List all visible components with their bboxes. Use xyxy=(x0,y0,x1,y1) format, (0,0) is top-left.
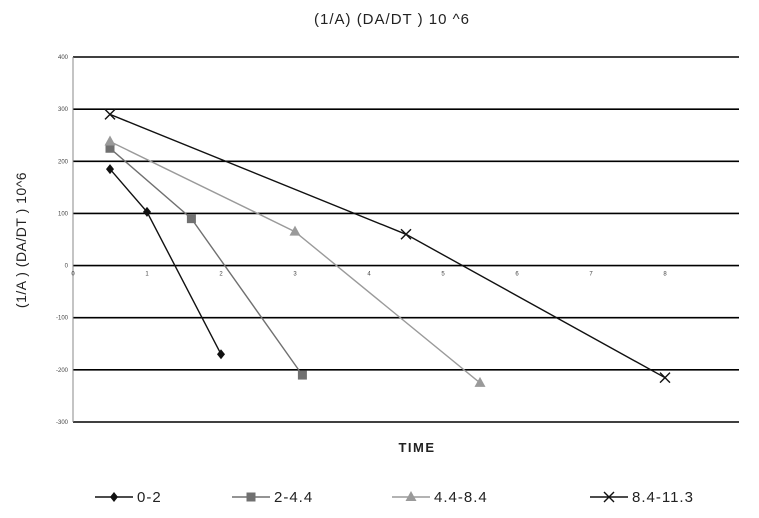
legend-label: 2-4.4 xyxy=(274,489,313,506)
data-point xyxy=(400,228,412,240)
x-tick-label: 2 xyxy=(219,272,223,278)
y-tick-labels: 400 300 200 100 0 -100 -200 -300 xyxy=(56,55,69,426)
data-point xyxy=(105,143,115,153)
plot-background xyxy=(73,57,739,422)
x-tick-labels: 0 1 2 3 4 5 6 7 8 xyxy=(71,272,667,278)
x-tick-label: 8 xyxy=(663,272,667,278)
data-point xyxy=(104,108,116,120)
x-axis-title: TIME xyxy=(398,440,435,455)
x-tick-label: 6 xyxy=(515,272,519,278)
y-tick-label: 100 xyxy=(58,211,69,217)
data-point xyxy=(217,349,225,360)
legend-item: 2-4.4 xyxy=(232,489,313,506)
data-point xyxy=(104,135,116,146)
y-tick-label: -200 xyxy=(56,368,69,374)
y-tick-label: 0 xyxy=(65,264,69,270)
legend-marker xyxy=(603,491,615,503)
y-tick-label: 300 xyxy=(58,107,69,113)
legend-marker xyxy=(405,491,417,501)
data-point xyxy=(289,225,301,236)
gridlines xyxy=(73,56,739,423)
legend-label: 0-2 xyxy=(137,489,162,506)
y-tick-label: -100 xyxy=(56,316,69,322)
legend-item: 4.4-8.4 xyxy=(392,489,488,506)
x-tick-label: 7 xyxy=(589,272,593,278)
legend-marker xyxy=(246,492,256,502)
data-point xyxy=(186,214,196,224)
legend-label: 8.4-11.3 xyxy=(632,489,694,506)
data-point xyxy=(474,376,486,387)
y-tick-label: 400 xyxy=(58,55,69,61)
y-tick-label: 200 xyxy=(58,159,69,165)
series-markers xyxy=(104,108,671,387)
legend: 0-2 2-4.4 4.4-8.4 8.4-11.3 xyxy=(95,489,694,506)
plot-area: 400 300 200 100 0 -100 -200 -300 0 1 2 3 4 5 6 7 8 xyxy=(56,55,739,426)
x-tick-label: 0 xyxy=(71,272,75,278)
legend-label: 4.4-8.4 xyxy=(434,489,488,506)
legend-item: 8.4-11.3 xyxy=(590,489,694,506)
x-tick-label: 1 xyxy=(145,272,149,278)
data-point xyxy=(297,370,307,380)
data-point xyxy=(659,372,671,384)
legend-item: 0-2 xyxy=(95,489,162,506)
x-tick-label: 4 xyxy=(367,272,371,278)
x-tick-label: 5 xyxy=(441,272,445,278)
legend-marker xyxy=(110,492,118,502)
x-tick-label: 3 xyxy=(293,272,297,278)
y-axis-title: (1/A ) (DA/DT ) 10^6 xyxy=(13,172,29,308)
data-point xyxy=(106,164,114,175)
chart-title: (1/A) (DA/DT ) 10 ^6 xyxy=(314,11,470,28)
y-tick-label: -300 xyxy=(56,420,69,426)
data-point xyxy=(143,206,151,217)
